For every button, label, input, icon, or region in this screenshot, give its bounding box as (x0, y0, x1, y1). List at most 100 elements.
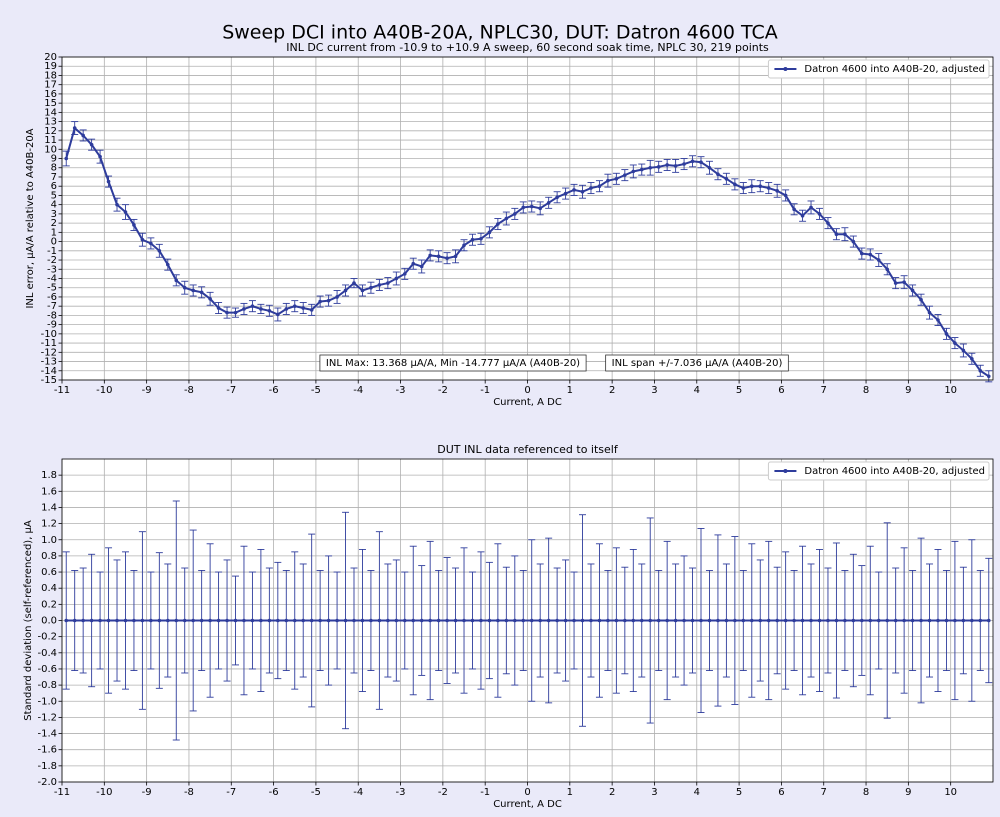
y-tick-label: -15 (41, 375, 57, 386)
x-tick-label: -9 (142, 385, 152, 396)
data-point (733, 182, 737, 187)
y-tick-label: -9 (47, 320, 57, 331)
data-point (851, 618, 856, 623)
data-point (741, 618, 746, 623)
data-point (758, 184, 763, 188)
data-point (648, 165, 653, 170)
data-point (419, 618, 424, 623)
data-point (72, 618, 77, 623)
data-point (445, 256, 449, 260)
y-tick-label: 11 (44, 135, 57, 146)
data-point (817, 618, 822, 623)
legend: Datron 4600 into A40B-20, adjusted (767, 461, 990, 481)
data-point (335, 295, 339, 299)
y-tick-label: 5 (51, 190, 57, 201)
data-point (775, 618, 779, 623)
data-point (716, 618, 720, 623)
data-point (208, 618, 212, 623)
data-point (132, 618, 136, 623)
data-point (453, 254, 458, 259)
y-tick-label: 0.4 (41, 583, 57, 594)
data-point (707, 618, 712, 623)
data-point (216, 618, 221, 623)
data-point (682, 618, 686, 623)
legend-frame (767, 59, 990, 79)
y-tick-label: 4 (51, 200, 57, 211)
data-point (81, 133, 85, 138)
x-tick-label: -2 (438, 385, 448, 396)
data-point (335, 618, 339, 623)
x-tick-label: -3 (396, 385, 406, 396)
data-point (259, 307, 263, 311)
data-point (149, 241, 153, 246)
y-tick-label: 19 (44, 61, 57, 72)
data-point (233, 618, 238, 623)
data-point (986, 618, 991, 623)
y-tick-label: -5 (47, 283, 57, 294)
data-point (436, 254, 441, 259)
data-point (910, 288, 915, 293)
data-point (665, 618, 669, 623)
data-point (402, 618, 407, 623)
data-point (64, 156, 69, 161)
data-point (826, 618, 830, 623)
data-point (724, 177, 729, 181)
x-tick-label: -4 (353, 385, 363, 396)
data-point (301, 306, 306, 310)
data-point (639, 618, 644, 623)
data-point (377, 618, 382, 623)
data-point (944, 332, 949, 336)
data-point (394, 618, 399, 623)
data-point (656, 618, 661, 623)
data-point (428, 618, 432, 623)
plot-frame (61, 56, 994, 381)
data-point (318, 618, 322, 623)
data-point (673, 618, 678, 623)
data-point (563, 618, 568, 623)
y-tick-label: -2.0 (37, 777, 57, 788)
data-point (673, 164, 678, 168)
data-point (919, 297, 923, 302)
data-point (538, 618, 542, 623)
data-point (783, 618, 788, 623)
data-point (309, 308, 314, 312)
data-point (81, 618, 85, 623)
data-point (572, 618, 576, 623)
data-point (436, 618, 441, 623)
data-point (267, 308, 272, 313)
data-point (927, 618, 932, 623)
data-point (953, 341, 957, 345)
x-tick-label: 4 (694, 787, 700, 798)
data-point (462, 618, 466, 623)
data-point (766, 186, 771, 190)
y-tick-label: -6 (47, 292, 57, 303)
y-tick-label: -1.0 (37, 696, 57, 707)
data-point (318, 299, 322, 304)
data-point (225, 618, 229, 623)
y-tick-label: -7 (47, 301, 57, 312)
data-point (597, 618, 602, 623)
x-axis-label: Current, A DC (493, 397, 562, 408)
x-tick-label: -2 (438, 787, 448, 798)
data-point (614, 177, 619, 181)
data-point (910, 618, 915, 623)
data-point (89, 618, 94, 623)
data-point (792, 207, 796, 212)
y-tick-label: 3 (51, 209, 57, 220)
y-tick-label: 0.6 (41, 567, 57, 578)
legend-marker (783, 67, 788, 71)
x-tick-label: 10 (944, 385, 957, 396)
data-point (800, 213, 805, 218)
data-point (513, 618, 517, 623)
data-point (369, 618, 373, 623)
y-tick-label: -12 (41, 347, 57, 358)
data-point (868, 618, 873, 623)
data-point (843, 232, 847, 236)
x-tick-label: 1 (567, 787, 573, 798)
legend-frame (767, 461, 990, 481)
data-point (343, 618, 348, 623)
data-point (89, 142, 94, 147)
data-point (961, 618, 966, 623)
data-point (834, 232, 839, 236)
y-tick-label: 1.4 (41, 502, 57, 513)
